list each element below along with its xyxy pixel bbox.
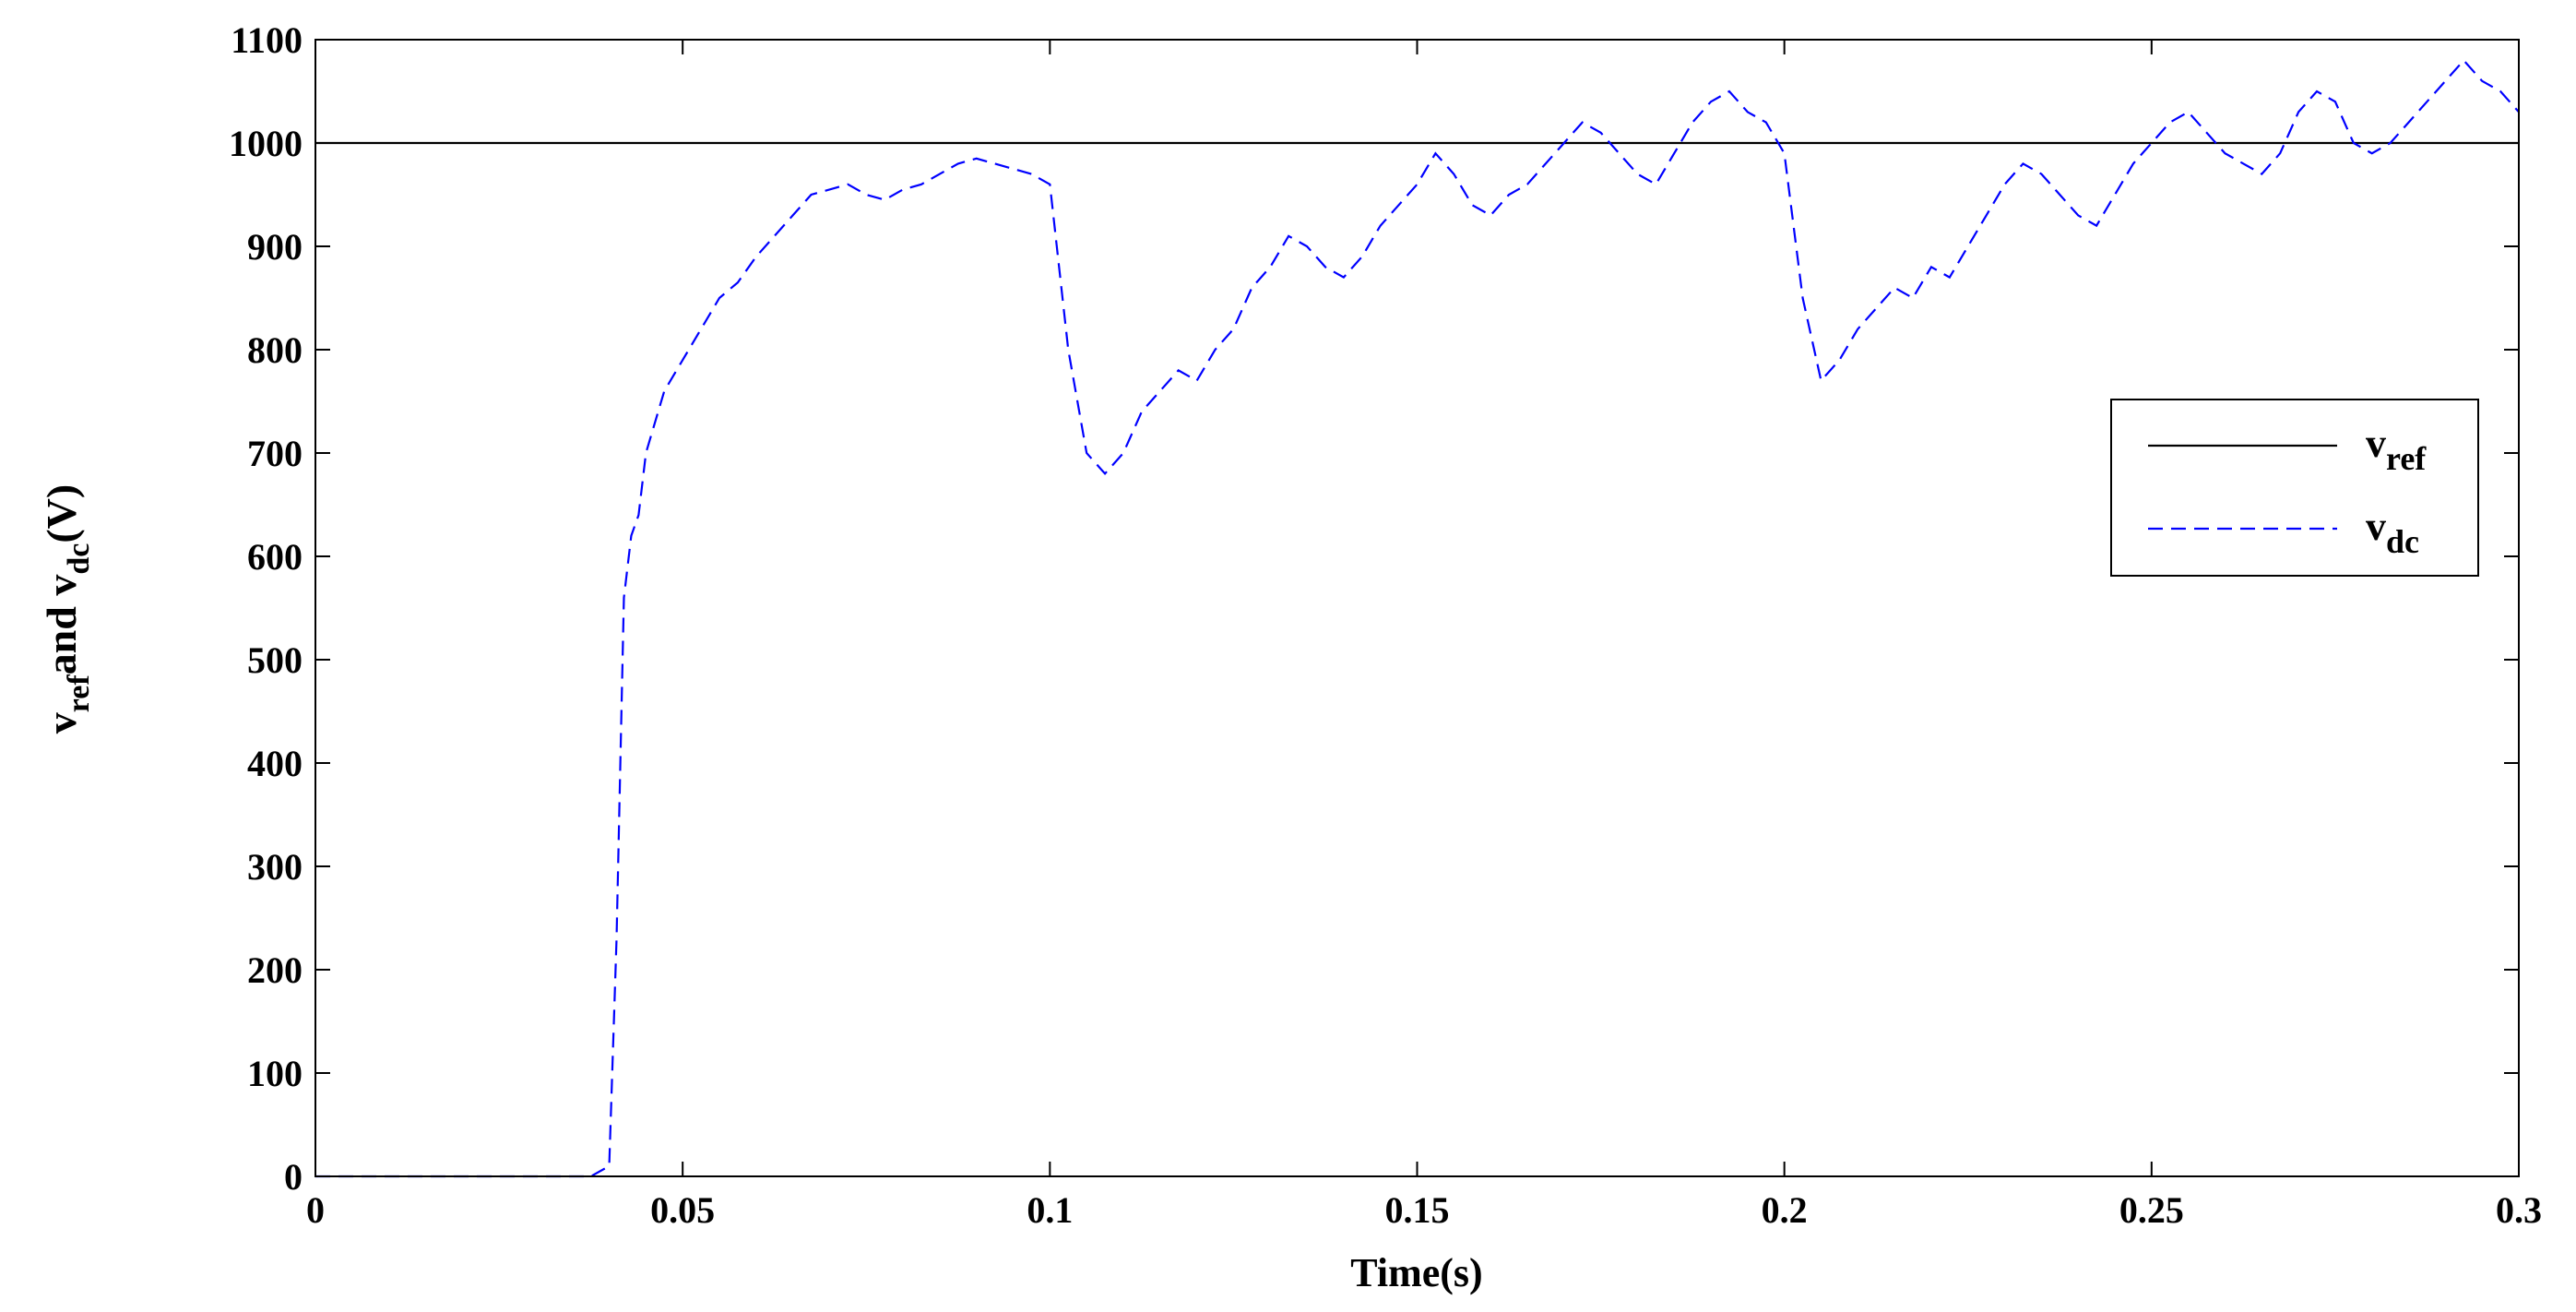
y-tick-label: 600: [247, 536, 303, 578]
y-tick-label: 500: [247, 639, 303, 681]
x-tick-label: 0.05: [650, 1189, 715, 1231]
x-tick-label: 0.1: [1027, 1189, 1073, 1231]
x-tick-label: 0.25: [2119, 1189, 2184, 1231]
y-tick-label: 1000: [229, 123, 303, 164]
y-tick-label: 800: [247, 329, 303, 371]
y-tick-label: 700: [247, 433, 303, 474]
y-axis-label: vrefand vdc(V): [38, 484, 96, 734]
x-tick-label: 0.15: [1385, 1189, 1450, 1231]
legend-box: [2110, 399, 2479, 577]
y-tick-label: 200: [247, 949, 303, 991]
y-tick-label: 300: [247, 846, 303, 888]
y-label-part: and v: [38, 575, 85, 675]
legend-subscript: ref: [2386, 440, 2427, 477]
y-tick-label: 1100: [231, 19, 303, 61]
series-line: [315, 58, 2520, 1178]
plot-frame: [315, 39, 2520, 1177]
legend-label: vref: [2366, 421, 2427, 477]
y-tick-label: 400: [247, 743, 303, 784]
x-tick-label: 0.2: [1762, 1189, 1808, 1231]
legend-subscript: dc: [2386, 523, 2419, 560]
y-label-sub: ref: [62, 674, 96, 713]
x-tick-label: 0: [306, 1189, 325, 1231]
x-tick-label: 0.3: [2496, 1189, 2542, 1231]
legend-label: vdc: [2366, 504, 2419, 560]
y-label-part: (V): [38, 484, 85, 543]
y-label-part: v: [38, 712, 85, 734]
x-axis-label: Time(s): [1350, 1250, 1482, 1295]
y-tick-label: 0: [284, 1156, 303, 1198]
legend-name: v: [2366, 421, 2386, 466]
y-tick-label: 900: [247, 226, 303, 268]
legend-name: v: [2366, 504, 2386, 549]
y-label-sub: dc: [62, 543, 96, 575]
y-tick-label: 100: [247, 1053, 303, 1094]
